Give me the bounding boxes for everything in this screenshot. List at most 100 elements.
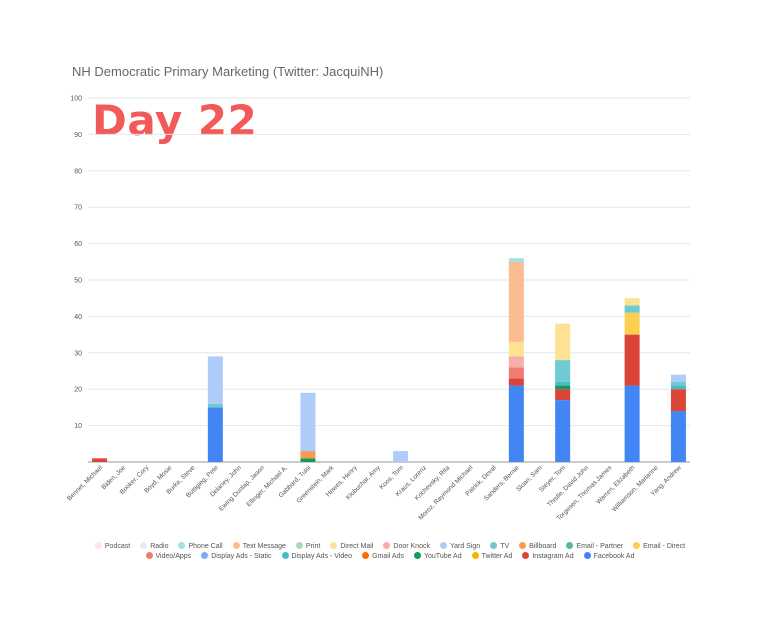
legend-swatch: [519, 542, 527, 549]
legend-item: YouTube Ad: [413, 552, 462, 560]
legend-item: Radio: [140, 542, 168, 550]
legend-swatch: [490, 542, 498, 549]
legend-swatch: [362, 552, 370, 559]
bar-segment: [393, 451, 409, 462]
legend-label: Print: [305, 543, 321, 550]
legend-label: Facebook Ad: [593, 553, 635, 560]
legend-item: Billboard: [519, 542, 556, 550]
y-tick-label: 20: [74, 387, 82, 394]
legend-item: Email - Partner: [566, 542, 623, 550]
legend-swatch: [178, 542, 186, 549]
legend-label: Radio: [150, 543, 169, 550]
bar-segment: [508, 367, 524, 379]
bar-segment: [508, 385, 524, 462]
legend-item: Video/Apps: [145, 552, 192, 560]
legend-item: Facebook Ad: [583, 552, 635, 560]
legend-label: Gmail Ads: [372, 553, 404, 560]
bar-segment: [555, 385, 571, 390]
legend-swatch: [140, 542, 148, 549]
legend-label: Yard Sign: [449, 543, 481, 550]
y-tick-label: 100: [70, 96, 82, 103]
bar-segment: [670, 381, 686, 386]
y-tick-label: 90: [74, 132, 82, 139]
x-tick-label: Thistle, David John: [546, 464, 590, 508]
legend-swatch: [413, 552, 421, 559]
bar-segment: [555, 389, 571, 401]
legend-item: Gmail Ads: [362, 552, 404, 560]
legend-swatch: [232, 542, 240, 549]
y-tick-label: 10: [74, 423, 82, 430]
bar-segment: [555, 400, 571, 462]
legend-label: Email - Direct: [643, 543, 686, 550]
bar-segment: [624, 298, 640, 306]
legend-swatch: [330, 542, 338, 549]
legend-item: Yard Sign: [439, 542, 481, 550]
y-tick-label: 80: [74, 168, 82, 175]
bar-segment: [624, 385, 640, 462]
bar-segment: [624, 312, 640, 335]
legend-swatch: [383, 542, 391, 549]
legend-label: Billboard: [529, 543, 557, 550]
legend-swatch: [281, 552, 289, 559]
legend-item: Print: [295, 542, 321, 550]
legend-label: Instagram Ad: [532, 553, 574, 560]
legend-item: Direct Mail: [330, 542, 373, 550]
legend-item: Email - Direct: [633, 542, 685, 550]
bar-segment: [508, 258, 524, 262]
legend-label: Direct Mail: [340, 543, 374, 550]
y-tick-label: 50: [74, 278, 82, 285]
legend-row-1: Podcast Radio Phone Call Text Message Print D…: [80, 542, 700, 550]
legend-label: Podcast: [104, 543, 131, 550]
bar-segment: [508, 341, 524, 357]
bar-segment: [207, 403, 223, 408]
x-tick-label: Ellinger, Michael A.: [245, 464, 289, 508]
bar-segment: [300, 458, 316, 462]
legend-label: Twitter Ad: [481, 553, 513, 560]
legend-label: YouTube Ad: [423, 553, 462, 560]
legend-swatch: [583, 552, 591, 559]
bar-segment: [300, 451, 316, 459]
bar-segment: [624, 334, 640, 386]
y-tick-label: 70: [74, 205, 82, 212]
bar-segment: [670, 374, 686, 382]
legend-item: TV: [490, 542, 509, 550]
bar-segment: [624, 305, 640, 313]
legend-swatch: [471, 552, 479, 559]
legend-item: Display Ads - Static: [201, 552, 272, 560]
legend-label: Text Message: [242, 543, 286, 550]
legend-swatch: [94, 542, 102, 549]
legend-label: TV: [500, 543, 510, 550]
legend-item: Instagram Ad: [522, 552, 574, 560]
legend-item: Display Ads - Video: [281, 552, 352, 560]
bar-segment: [555, 381, 571, 386]
bar-segment: [92, 458, 108, 462]
bar-segment: [555, 323, 571, 361]
bar-segment: [508, 356, 524, 368]
legend-swatch: [522, 552, 530, 559]
bar-segment: [670, 411, 686, 462]
legend-swatch: [439, 542, 447, 549]
bar-segment: [300, 392, 316, 452]
gridlines: [88, 97, 690, 463]
legend-swatch: [295, 542, 303, 549]
legend-swatch: [566, 542, 574, 549]
legend-label: Door Knock: [393, 543, 430, 550]
legend-label: Video/Apps: [155, 553, 192, 560]
legend-item: Phone Call: [178, 542, 223, 550]
y-tick-label: 30: [74, 350, 82, 357]
bar-segment: [207, 407, 223, 462]
legend-swatch: [145, 552, 153, 559]
legend-swatch: [633, 542, 641, 549]
legend-item: Door Knock: [383, 542, 430, 550]
bars: [92, 258, 686, 462]
bar-segment: [670, 389, 686, 412]
legend-item: Text Message: [232, 542, 286, 550]
chart-title: NH Democratic Primary Marketing (Twitter…: [72, 64, 384, 79]
bar-segment: [207, 356, 223, 404]
bar-segment: [508, 261, 524, 342]
legend-swatch: [201, 552, 209, 559]
legend-item: Podcast: [94, 542, 131, 550]
bar-segment: [555, 360, 571, 382]
